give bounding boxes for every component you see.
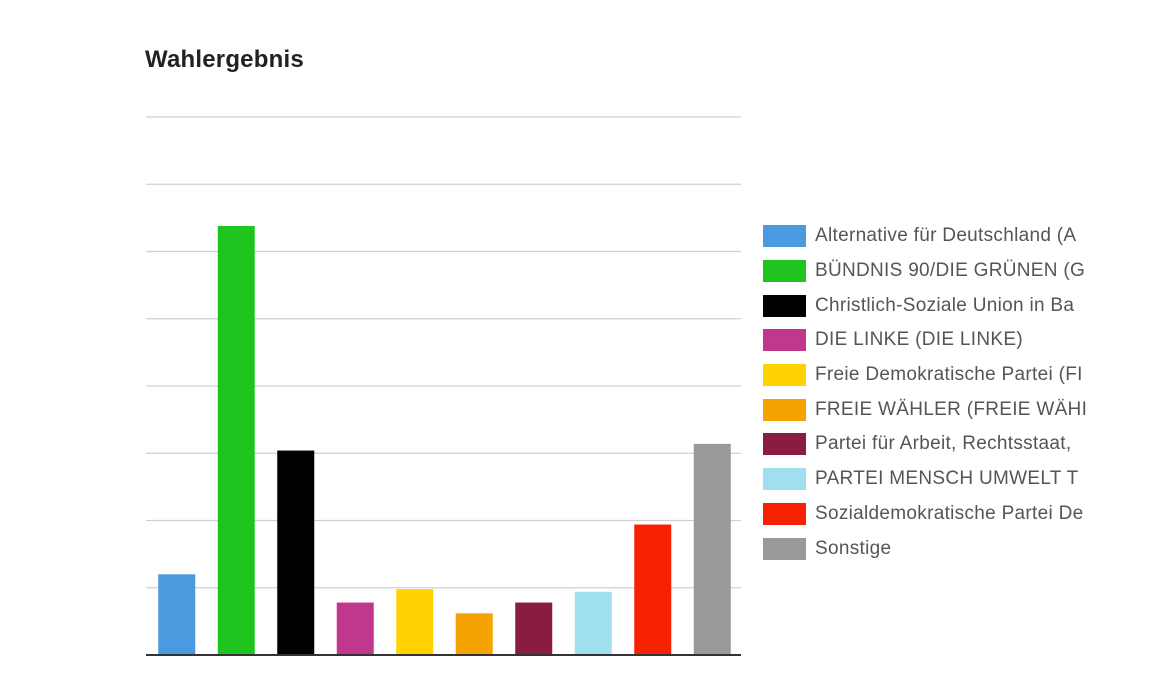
legend-item-5[interactable]: FREIE WÄHLER (FREIE WÄHI [763,392,1117,427]
legend-swatch [763,537,806,560]
legend-label: Alternative für Deutschland (A [815,225,1077,247]
bar-9[interactable] [693,443,731,655]
legend-swatch [763,364,806,387]
bar-3[interactable] [336,602,374,655]
bar-8[interactable] [634,524,672,655]
legend-swatch [763,468,806,491]
bars [158,225,731,655]
legend-item-1[interactable]: BÜNDNIS 90/DIE GRÜNEN (G [763,254,1117,289]
legend-swatch [763,225,806,248]
legend-swatch [763,294,806,317]
legend-item-3[interactable]: DIE LINKE (DIE LINKE) [763,323,1117,358]
bar-2[interactable] [277,450,315,655]
legend-item-6[interactable]: Partei für Arbeit, Rechtsstaat, [763,427,1117,462]
bar-7[interactable] [574,591,612,655]
chart-title: Wahlergebnis [145,46,304,73]
legend-label: Sozialdemokratische Partei De [815,502,1084,524]
legend-label: PARTEI MENSCH UMWELT T [815,468,1079,490]
bar-1[interactable] [217,225,255,655]
legend-label: DIE LINKE (DIE LINKE) [815,329,1023,351]
legend-item-8[interactable]: Sozialdemokratische Partei De [763,497,1117,532]
legend-item-9[interactable]: Sonstige [763,531,1117,566]
bar-4[interactable] [396,589,434,655]
legend-item-7[interactable]: PARTEI MENSCH UMWELT T [763,462,1117,497]
legend-item-4[interactable]: Freie Demokratische Partei (FI [763,358,1117,393]
bar-6[interactable] [515,602,553,655]
legend-label: Partei für Arbeit, Rechtsstaat, [815,433,1072,455]
legend-item-0[interactable]: Alternative für Deutschland (A [763,219,1117,254]
legend: Alternative für Deutschland (A BÜNDNIS 90… [763,219,1117,566]
legend-swatch [763,329,806,352]
legend-label: FREIE WÄHLER (FREIE WÄHI [815,398,1088,420]
legend-swatch [763,433,806,456]
legend-label: Christlich-Soziale Union in Ba [815,294,1075,316]
legend-label: BÜNDNIS 90/DIE GRÜNEN (G [815,260,1086,282]
legend-swatch [763,398,806,421]
bar-5[interactable] [455,613,493,655]
legend-label: Sonstige [815,537,892,559]
legend-swatch [763,260,806,283]
bar-0[interactable] [158,574,196,655]
legend-swatch [763,502,806,525]
legend-label: Freie Demokratische Partei (FI [815,364,1083,386]
legend-item-2[interactable]: Christlich-Soziale Union in Ba [763,288,1117,323]
